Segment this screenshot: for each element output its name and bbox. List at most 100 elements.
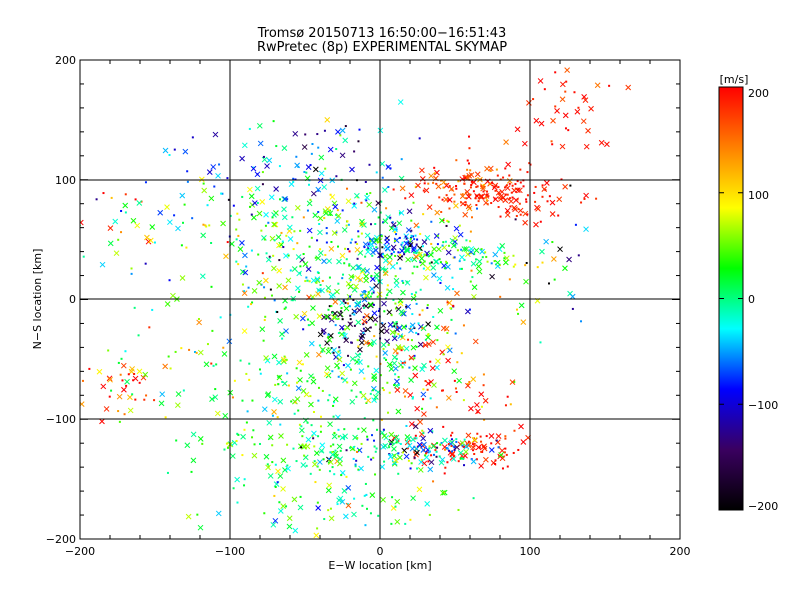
data-point-dot — [473, 442, 476, 445]
data-point-dot — [310, 152, 313, 155]
data-point-cross — [452, 235, 459, 241]
data-point-cross — [130, 217, 137, 224]
data-point-dot — [243, 484, 246, 487]
data-point-dot — [355, 395, 358, 398]
data-point-dot — [508, 182, 511, 185]
data-point-dot — [381, 322, 384, 325]
data-point-cross — [329, 194, 336, 200]
data-point-dot — [295, 155, 298, 158]
data-point-dot — [393, 251, 396, 254]
data-point-dot — [595, 197, 598, 200]
data-point-dot — [274, 485, 277, 488]
data-point-cross — [479, 183, 486, 190]
data-point-cross — [537, 78, 544, 84]
data-point-cross — [368, 237, 375, 243]
data-point-cross — [468, 405, 474, 412]
data-point-cross — [308, 401, 314, 408]
data-point-cross — [179, 192, 186, 199]
axis-tick-marks — [79, 59, 681, 540]
data-point-dot — [293, 230, 296, 233]
data-point-cross — [408, 377, 414, 383]
data-point-dot — [270, 294, 273, 297]
data-point-cross — [206, 169, 213, 175]
data-point-dot — [354, 465, 357, 468]
data-point-dot — [411, 272, 414, 275]
data-point-dot — [456, 249, 459, 252]
data-point-dot — [388, 446, 391, 449]
data-point-dot — [394, 505, 397, 508]
data-point-cross — [445, 264, 451, 270]
data-point-dot — [350, 238, 353, 241]
data-point-dot — [409, 240, 412, 243]
data-point-cross — [425, 380, 432, 387]
data-point-dot — [367, 243, 370, 246]
data-point-dot — [276, 311, 279, 314]
data-point-dot — [469, 186, 472, 189]
data-point-dot — [377, 279, 380, 282]
data-point-dot — [485, 193, 488, 196]
data-point-dot — [343, 328, 346, 331]
data-point-cross — [480, 443, 487, 450]
data-point-cross — [416, 441, 423, 448]
data-point-dot — [503, 251, 506, 254]
data-point-cross — [332, 299, 339, 305]
data-point-dot — [275, 310, 278, 313]
data-point-dot — [369, 223, 372, 226]
data-point-cross — [410, 436, 416, 443]
data-point-cross — [385, 214, 391, 221]
data-point-dot — [360, 232, 363, 235]
data-point-dot — [328, 291, 331, 294]
data-point-dot — [363, 306, 366, 309]
data-point-dot — [396, 262, 399, 265]
data-point-dot — [338, 346, 341, 349]
data-point-dot — [401, 241, 404, 244]
data-point-cross — [446, 197, 453, 203]
data-point-cross — [471, 293, 477, 300]
data-point-dot — [494, 462, 497, 465]
data-point-cross — [502, 197, 509, 204]
data-point-dot — [503, 186, 506, 189]
data-point-dot — [367, 247, 370, 250]
data-point-dot — [450, 434, 453, 437]
data-point-dot — [321, 329, 324, 332]
data-point-cross — [526, 100, 532, 106]
data-point-cross — [445, 249, 452, 256]
data-point-dot — [497, 186, 500, 189]
data-point-cross — [267, 434, 274, 441]
data-point-dot — [356, 339, 359, 342]
data-point-dot — [385, 207, 388, 210]
data-point-dot — [321, 279, 324, 282]
data-point-dot — [415, 302, 418, 305]
data-point-dot — [564, 90, 567, 93]
data-point-cross — [277, 473, 284, 479]
data-point-cross — [399, 185, 406, 192]
data-point-cross — [475, 444, 482, 451]
data-point-cross — [482, 397, 489, 404]
data-point-dot — [356, 242, 359, 245]
data-point-dot — [517, 448, 520, 451]
data-point-cross — [367, 301, 374, 308]
data-point-dot — [512, 451, 515, 454]
data-point-cross — [541, 186, 548, 192]
data-point-dot — [390, 314, 393, 317]
data-point-cross — [392, 320, 398, 327]
data-point-dot — [205, 225, 208, 228]
data-point-cross — [431, 272, 437, 278]
data-point-dot — [349, 295, 352, 298]
data-point-dot — [354, 241, 357, 244]
data-point-dot — [131, 393, 134, 396]
data-point-dot — [239, 359, 242, 362]
data-point-dot — [276, 481, 279, 484]
data-point-dot — [312, 376, 315, 379]
data-point-dot — [400, 349, 403, 352]
data-point-dot — [372, 343, 375, 346]
data-point-cross — [113, 250, 120, 257]
data-point-dot — [459, 457, 462, 460]
data-point-dot — [245, 265, 248, 268]
data-point-dot — [262, 339, 265, 342]
data-point-cross — [463, 174, 470, 181]
data-point-cross — [347, 321, 354, 327]
data-point-cross — [348, 273, 355, 280]
data-point-dot — [422, 388, 425, 391]
data-point-dot — [344, 337, 347, 340]
